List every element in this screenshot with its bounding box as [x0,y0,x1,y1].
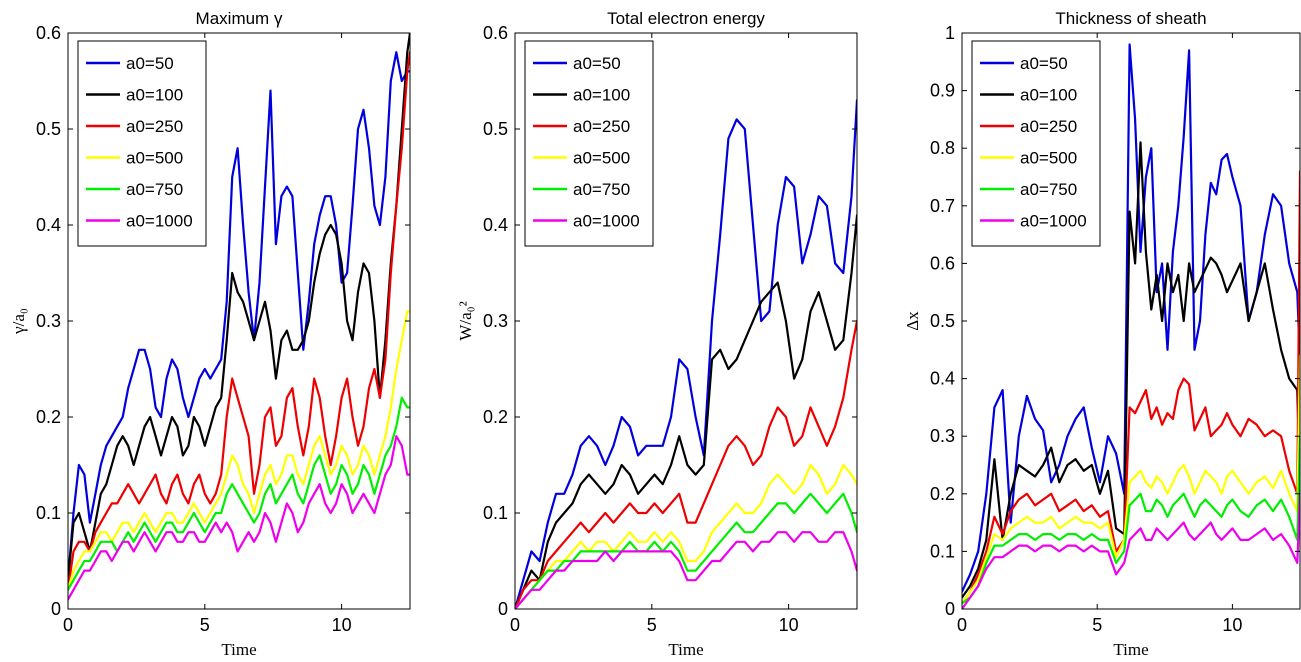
y-tick-label: 0.5 [36,119,61,139]
legend: a0=50 a0=100 a0=250 a0=500 a0=750 a0=1000 [77,40,207,247]
legend-label: a0=750 [573,180,630,199]
y-tick-label: 0.5 [483,119,508,139]
x-axis-label: Time [221,640,256,659]
y-tick-label: 0.1 [930,541,955,561]
legend-label: a0=50 [1020,54,1068,73]
legend-label: a0=750 [1020,180,1077,199]
chart-panel-3: 0 5 10 0 0.1 0.2 0.3 0.4 0.5 0.6 0.7 0.8 0.9 1 Thickne… [903,9,1301,659]
series-line-3 [962,170,1300,605]
x-tick-label: 0 [63,615,73,635]
series-line-3 [515,319,857,609]
x-axis-label: Time [1113,640,1148,659]
legend-label: a0=500 [126,149,183,168]
legend-label: a0=1000 [1020,212,1087,231]
y-tick-label: 0.7 [930,196,955,216]
series-line-2 [68,33,410,582]
y-tick-label: 0.3 [930,426,955,446]
legend-label: a0=500 [573,149,630,168]
legend-label: a0=250 [573,117,630,136]
legend-label: a0=100 [573,86,630,105]
series-line-3 [68,51,410,591]
legend-label: a0=50 [126,54,174,73]
chart-panel-1: 0 5 10 0 0.1 0.2 0.3 0.4 0.5 0.6 Maximum γ Time γ/a₀… [9,9,411,659]
y-tick-label: 0.9 [930,81,955,101]
legend-box [77,40,207,247]
y-tick-label: 0.1 [483,503,508,523]
series-group [68,33,410,601]
series-group [962,43,1300,609]
y-tick-label: 0.1 [36,503,61,523]
legend-label: a0=500 [1020,149,1077,168]
x-tick-label: 10 [779,615,799,635]
y-tick-label: 0 [498,599,508,619]
y-tick-label: 0.6 [483,23,508,43]
y-tick-label: 0.5 [930,311,955,331]
series-line-6 [68,435,410,601]
legend-label: a0=50 [573,54,621,73]
chart-title: Thickness of sheath [1055,9,1206,28]
y-tick-label: 0.3 [483,311,508,331]
chart-title: Total electron energy [607,9,765,28]
y-tick-label: 0.6 [36,23,61,43]
legend-label: a0=100 [1020,86,1077,105]
series-line-2 [962,141,1300,599]
legend: a0=50 a0=100 a0=250 a0=500 a0=750 a0=1000 [971,40,1101,247]
legend-label: a0=1000 [573,212,640,231]
series-line-1 [68,51,410,582]
legend-box [524,40,654,247]
series-line-4 [962,354,1300,605]
y-tick-label: 0.2 [930,484,955,504]
series-group [515,99,857,609]
y-tick-label: 0 [51,599,61,619]
y-axis-label: W/a₀² [456,301,475,340]
y-tick-label: 0.4 [483,215,508,235]
series-line-2 [515,214,857,609]
y-tick-label: 0.4 [930,369,955,389]
x-tick-label: 0 [957,615,967,635]
legend-label: a0=750 [126,180,183,199]
y-tick-label: 0.2 [36,407,61,427]
series-line-5 [68,396,410,591]
x-axis-label: Time [668,640,703,659]
series-line-4 [68,310,410,591]
x-tick-label: 10 [332,615,352,635]
series-line-4 [515,463,857,609]
series-line-1 [962,43,1300,593]
legend: a0=50 a0=100 a0=250 a0=500 a0=750 a0=1000 [524,40,654,247]
y-tick-label: 0 [945,599,955,619]
legend-label: a0=250 [126,117,183,136]
y-tick-label: 1 [945,23,955,43]
legend-label: a0=1000 [126,212,193,231]
legend-box [971,40,1101,247]
y-axis-label: γ/a₀ [9,308,28,335]
y-axis-label: Δx [903,311,922,331]
legend-label: a0=250 [1020,117,1077,136]
y-tick-label: 0.2 [483,407,508,427]
y-tick-label: 0.6 [930,253,955,273]
chart-panel-2: 0 5 10 0 0.1 0.2 0.3 0.4 0.5 0.6 Total electron en… [456,9,858,659]
series-line-6 [962,492,1300,609]
series-line-1 [515,99,857,609]
x-tick-label: 5 [647,615,657,635]
y-tick-label: 0.8 [930,138,955,158]
x-tick-label: 10 [1222,615,1242,635]
x-tick-label: 5 [1092,615,1102,635]
x-tick-label: 0 [510,615,520,635]
series-line-6 [515,531,857,609]
y-tick-label: 0.3 [36,311,61,331]
series-line-5 [962,435,1300,605]
legend-label: a0=100 [126,86,183,105]
y-tick-label: 0.4 [36,215,61,235]
x-tick-label: 5 [200,615,210,635]
chart-title: Maximum γ [196,9,283,28]
